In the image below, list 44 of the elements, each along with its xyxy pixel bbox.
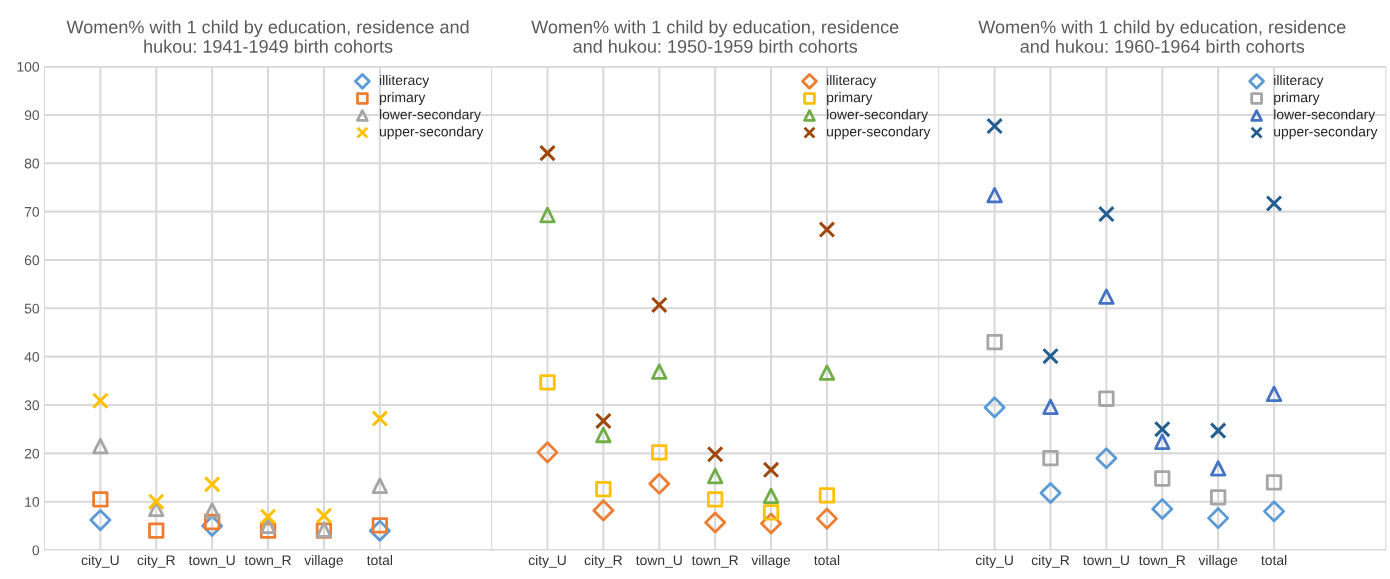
y-tick-label: 0 — [32, 545, 40, 556]
legend-label: illiteracy — [379, 74, 430, 88]
legend-label: primary — [1274, 92, 1320, 105]
x-tick-label: town_U — [635, 555, 682, 568]
chart-title: Women% with 1 child by education, residence and hukou: 1950-1959 birth cohorts — [531, 20, 899, 53]
x-tick-label: city_U — [528, 554, 566, 568]
y-tick-label: 30 — [24, 400, 40, 411]
chart-title: Women% with 1 child by education, residence and hukou: 1941-1949 birth cohorts — [66, 20, 469, 53]
legend-label: upper-secondary — [379, 126, 484, 140]
y-tick-label: 70 — [24, 206, 40, 217]
x-tick-label: city_U — [975, 554, 1013, 568]
x-tick-label: village — [751, 554, 791, 568]
x-tick-label: town_R — [691, 555, 739, 568]
x-tick-label: total — [1261, 554, 1287, 566]
legend-label: illiteracy — [1274, 74, 1324, 88]
legend-label: lower-secondary — [1274, 109, 1376, 123]
y-tick-label: 40 — [24, 352, 40, 362]
x-tick-label: total — [366, 554, 393, 566]
legend-label: upper-secondary — [1274, 126, 1378, 140]
y-tick-label: 90 — [24, 110, 40, 121]
y-tick-label: 80 — [24, 158, 40, 169]
x-tick-label: village — [304, 554, 343, 568]
legend-label: illiteracy — [827, 74, 877, 88]
y-tick-label: 20 — [24, 448, 40, 459]
y-tick-label: 50 — [24, 303, 40, 314]
x-tick-label: city_R — [584, 554, 623, 568]
x-tick-label: city_R — [1031, 554, 1070, 568]
x-tick-label: town_R — [244, 555, 291, 568]
y-tick-label: 60 — [24, 255, 40, 266]
legend-label: lower-secondary — [827, 109, 929, 123]
legend-label: lower-secondary — [379, 109, 481, 123]
x-tick-label: town_U — [1083, 555, 1129, 568]
x-tick-label: village — [1198, 554, 1238, 568]
y-tick-label: 100 — [17, 61, 40, 72]
x-tick-label: town_U — [188, 555, 235, 568]
x-tick-label: town_R — [1138, 555, 1186, 568]
y-tick-label: 10 — [25, 497, 40, 507]
x-tick-label: city_R — [137, 554, 175, 568]
legend-label: upper-secondary — [827, 126, 931, 140]
legend-label: primary — [379, 92, 426, 105]
x-tick-label: city_U — [81, 554, 119, 568]
x-tick-label: total — [814, 554, 840, 566]
legend-label: primary — [827, 92, 873, 105]
chart-title: Women% with 1 child by education, residence and hukou: 1960-1964 birth cohorts — [978, 20, 1346, 53]
